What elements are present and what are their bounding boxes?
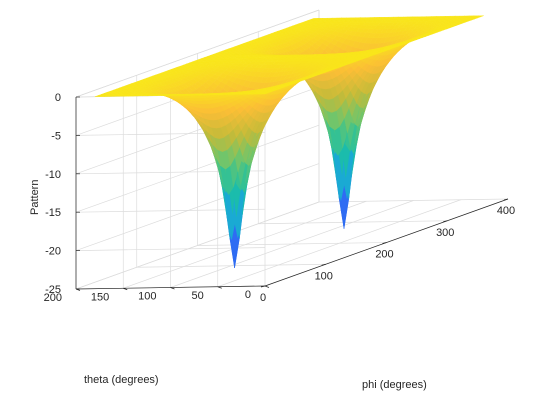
y-axis-label: theta (degrees) [84, 374, 159, 386]
x-tick-mark [503, 198, 509, 201]
gridline [123, 200, 367, 289]
y-tick-label: 0 [245, 289, 251, 301]
y-tick-label: 50 [192, 290, 204, 302]
y-tick-mark [123, 287, 128, 291]
gridline [75, 163, 320, 251]
x-tick-mark [382, 242, 387, 244]
y-tick-label: 100 [138, 291, 156, 303]
x-tick-label: 0 [260, 292, 266, 304]
x-tick-label: 100 [315, 270, 333, 282]
y-tick-label: 200 [44, 292, 62, 304]
y-tick-label: 150 [91, 291, 109, 303]
z-axis-label: Pattern [29, 180, 41, 215]
z-tick-label: -15 [45, 207, 61, 219]
gridline [170, 200, 414, 288]
z-tick-label: 0 [55, 92, 61, 104]
z-tick-label: -20 [45, 246, 61, 258]
gridline [75, 124, 320, 213]
z-tick-label: -25 [45, 284, 61, 296]
tick-layer: 0 100 200 300 400 0 50 100 150 200 0 -5 -10 -15 -20 -25 [44, 92, 516, 304]
y-tick-mark [264, 285, 270, 288]
surface-layer [94, 15, 484, 268]
x-tick-mark [321, 263, 326, 266]
gridline [75, 201, 320, 290]
y-tick-mark [170, 287, 175, 290]
y-tick-mark [217, 286, 222, 289]
surface-patch [475, 15, 484, 18]
box-edge [75, 9, 320, 98]
x-axis-label: phi (degrees) [362, 379, 427, 391]
z-tick-label: -10 [45, 169, 61, 181]
x-tick-label: 200 [375, 249, 393, 261]
z-tick-label: -5 [51, 130, 61, 142]
x-tick-label: 300 [436, 227, 454, 239]
gridline [217, 199, 461, 288]
x-tick-label: 400 [497, 205, 515, 217]
x-tick-mark [260, 285, 266, 288]
x-tick-mark [443, 220, 448, 223]
